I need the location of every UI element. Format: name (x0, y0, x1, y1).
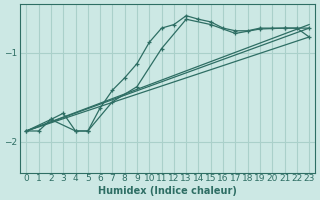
X-axis label: Humidex (Indice chaleur): Humidex (Indice chaleur) (98, 186, 237, 196)
